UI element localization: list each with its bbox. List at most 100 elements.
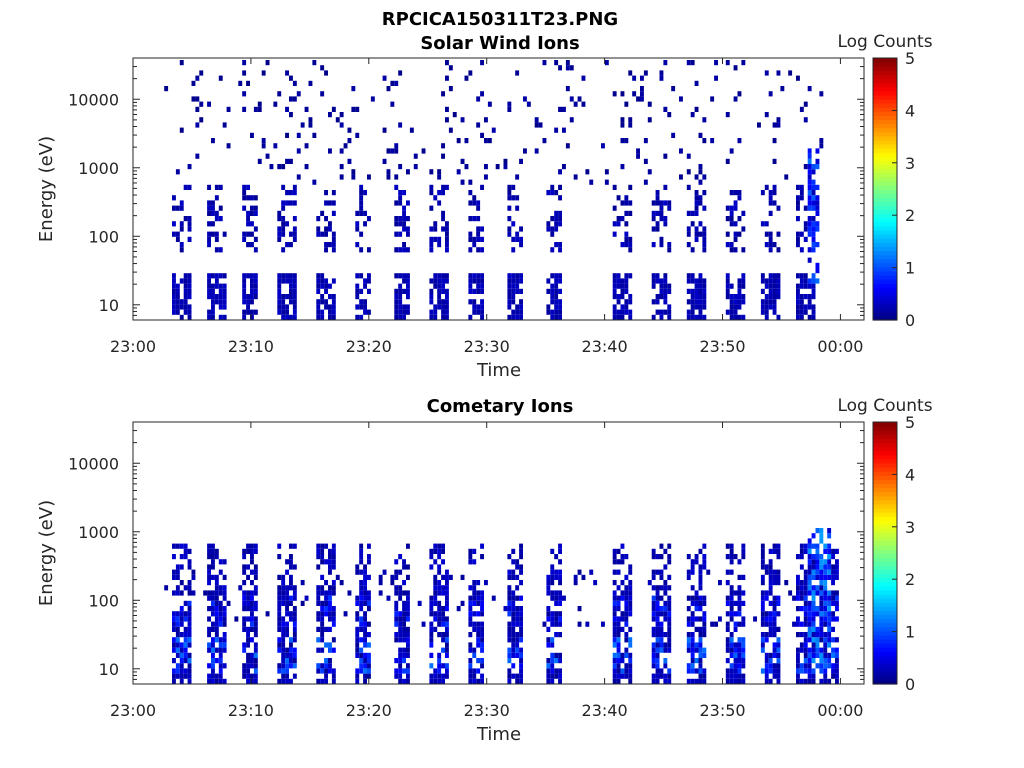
heatmap-cell [515, 673, 520, 679]
heatmap-cell [764, 673, 769, 679]
heatmap-cell [214, 574, 219, 580]
heatmap-cell [651, 616, 656, 622]
heatmap-cell [359, 210, 364, 216]
heatmap-cell [796, 75, 800, 81]
heatmap-cell [698, 673, 703, 679]
heatmap-cell [624, 236, 629, 242]
heatmap-cell [616, 663, 621, 669]
heatmap-cell [737, 637, 742, 643]
heatmap-cell [511, 673, 516, 679]
heatmap-cell [554, 242, 559, 248]
heatmap-cell [480, 621, 484, 627]
colorbar-segment [873, 62, 897, 67]
heatmap-cell [686, 569, 691, 575]
heatmap-cell [281, 273, 286, 279]
heatmap-cell [811, 559, 816, 565]
heatmap-cell [651, 585, 656, 591]
heatmap-cell [612, 590, 617, 596]
heatmap-cell [620, 652, 625, 658]
heatmap-cell [554, 294, 559, 300]
heatmap-cell [207, 663, 211, 669]
heatmap-cell [737, 606, 742, 612]
heatmap-cell [659, 673, 664, 679]
heatmap-cell [694, 205, 699, 211]
heatmap-cell [835, 652, 839, 658]
heatmap-cell [823, 543, 828, 549]
heatmap-cell [827, 637, 832, 643]
heatmap-cell [702, 294, 707, 300]
heatmap-cell [686, 314, 691, 320]
heatmap-cell [468, 621, 473, 627]
heatmap-cell [179, 678, 184, 684]
colorbar-segment [873, 655, 897, 661]
heatmap-cell [402, 637, 406, 643]
heatmap-cell [328, 112, 332, 118]
heatmap-cell [803, 294, 808, 300]
heatmap-cell [807, 205, 812, 211]
heatmap-cell [409, 127, 414, 133]
heatmap-cell [815, 585, 820, 591]
heatmap-cell [519, 652, 523, 658]
heatmap-cell [776, 294, 781, 300]
heatmap-cell [507, 184, 512, 190]
heatmap-cell [511, 195, 516, 201]
heatmap-cell [175, 309, 180, 315]
heatmap-cell [246, 299, 250, 305]
heatmap-cell [760, 554, 765, 560]
heatmap-cell [445, 299, 449, 305]
heatmap-cell [468, 70, 473, 76]
heatmap-cell [554, 595, 559, 601]
heatmap-cell [511, 600, 516, 606]
heatmap-cell [359, 626, 364, 632]
heatmap-cell [507, 673, 512, 679]
heatmap-cell [507, 554, 512, 560]
heatmap-cell [421, 621, 426, 627]
heatmap-cell [792, 621, 796, 627]
heatmap-cell [690, 600, 695, 606]
heatmap-cell [406, 678, 410, 684]
heatmap-cell [394, 148, 399, 154]
heatmap-cell [324, 283, 328, 289]
heatmap-cell [612, 205, 617, 211]
heatmap-cell [554, 309, 559, 315]
heatmap-cell [238, 80, 243, 86]
heatmap-cell [725, 158, 730, 164]
heatmap-cell [807, 543, 812, 549]
heatmap-cell [558, 574, 562, 580]
heatmap-cell [764, 309, 769, 315]
heatmap-cell [827, 642, 832, 648]
heatmap-cell [472, 647, 477, 653]
heatmap-cell [433, 626, 438, 632]
heatmap-cell [694, 200, 699, 206]
heatmap-cell [250, 283, 254, 289]
heatmap-cell [827, 663, 832, 669]
heatmap-cell [698, 569, 703, 575]
heatmap-cell [737, 658, 742, 664]
heatmap-cell [796, 304, 800, 310]
heatmap-cell [772, 242, 777, 248]
heatmap-cell [694, 606, 699, 612]
heatmap-cell [815, 632, 820, 638]
heatmap-cell [429, 678, 434, 684]
heatmap-cell [694, 600, 699, 606]
heatmap-cell [554, 632, 559, 638]
heatmap-cell [819, 595, 824, 601]
heatmap-cell [394, 637, 399, 643]
heatmap-cell [359, 606, 364, 612]
heatmap-cell [515, 195, 520, 201]
heatmap-cell [760, 606, 765, 612]
heatmap-cell [476, 96, 481, 102]
heatmap-cell [480, 91, 484, 97]
heatmap-cell [207, 595, 211, 601]
heatmap-cell [187, 288, 192, 294]
heatmap-cell [441, 273, 445, 279]
heatmap-cell [776, 652, 781, 658]
heatmap-cell [827, 543, 832, 549]
heatmap-cell [242, 283, 247, 289]
heatmap-cell [835, 637, 839, 643]
heatmap-cell [511, 273, 516, 279]
heatmap-cell [815, 626, 820, 632]
heatmap-cell [433, 314, 438, 320]
heatmap-cell [757, 122, 761, 128]
heatmap-cell [815, 226, 820, 232]
